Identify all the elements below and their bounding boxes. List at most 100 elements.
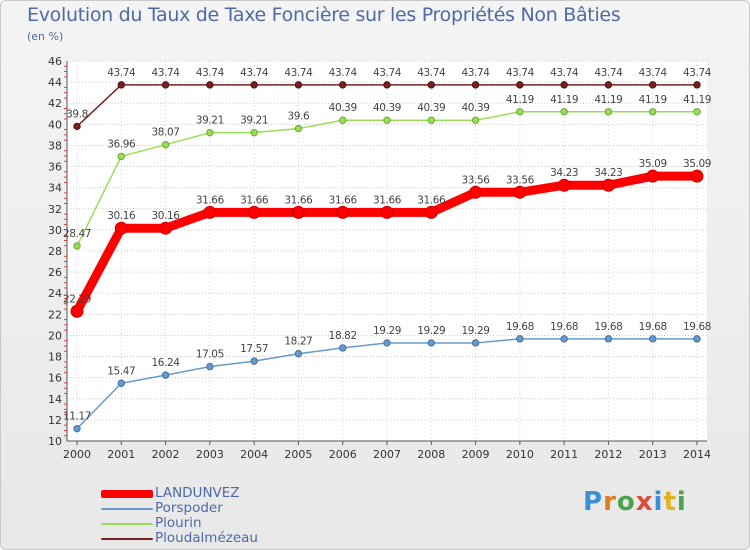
data-point-plourin xyxy=(693,108,701,116)
data-label-plourin: 41.19 xyxy=(550,94,578,106)
data-label-plourin: 41.19 xyxy=(506,94,534,106)
data-label-plourin: 40.39 xyxy=(462,102,490,114)
data-point-porspoder xyxy=(339,344,347,352)
data-label-ploudalmezeau: 39.8 xyxy=(66,108,88,120)
data-point-plourin xyxy=(206,128,214,137)
data-point-porspoder xyxy=(649,335,657,343)
data-point-landunvez xyxy=(159,221,173,235)
data-label-ploudalmezeau: 43.74 xyxy=(506,67,535,79)
data-point-landunvez xyxy=(380,205,394,219)
data-label-porspoder: 19.68 xyxy=(594,321,622,333)
data-label-ploudalmezeau: 43.74 xyxy=(417,67,446,79)
data-label-plourin: 36.96 xyxy=(107,138,136,150)
x-tick-label: 2010 xyxy=(506,448,534,461)
data-label-plourin: 38.07 xyxy=(152,127,180,139)
data-point-porspoder xyxy=(73,424,81,433)
y-tick-label: 18 xyxy=(48,351,62,364)
data-label-plourin: 40.39 xyxy=(417,102,445,114)
data-point-ploudalmezeau xyxy=(383,81,391,89)
legend-label-porspoder: Porspoder xyxy=(155,500,223,516)
data-point-porspoder xyxy=(560,335,568,343)
y-tick-label: 26 xyxy=(48,266,62,279)
data-label-ploudalmezeau: 43.74 xyxy=(550,67,579,79)
data-point-landunvez xyxy=(601,178,615,192)
data-point-plourin xyxy=(339,116,347,124)
data-point-plourin xyxy=(73,242,81,250)
data-label-porspoder: 16.24 xyxy=(152,357,181,369)
data-point-plourin xyxy=(427,116,435,124)
logo-letter: r xyxy=(603,487,617,517)
data-label-landunvez: 31.66 xyxy=(417,194,446,206)
data-label-ploudalmezeau: 43.74 xyxy=(240,67,269,79)
y-tick-label: 28 xyxy=(48,245,62,258)
data-point-plourin xyxy=(604,108,613,116)
x-tick-label: 2005 xyxy=(284,448,312,461)
data-label-landunvez: 35.09 xyxy=(639,158,667,170)
data-point-landunvez xyxy=(114,221,128,235)
data-label-plourin: 39.21 xyxy=(240,115,268,127)
y-tick-label: 36 xyxy=(48,161,62,174)
x-tick-label: 2013 xyxy=(639,448,667,461)
data-label-landunvez: 31.66 xyxy=(329,194,358,206)
x-tick-label: 2014 xyxy=(683,448,711,461)
data-label-landunvez: 31.66 xyxy=(373,194,402,206)
data-point-porspoder xyxy=(427,339,435,347)
y-tick-label: 34 xyxy=(48,182,62,195)
x-tick-label: 2002 xyxy=(152,448,180,461)
x-tick-label: 2003 xyxy=(196,448,224,461)
data-point-landunvez xyxy=(646,169,660,183)
data-label-ploudalmezeau: 43.74 xyxy=(329,67,358,79)
data-point-plourin xyxy=(161,141,170,149)
data-point-ploudalmezeau xyxy=(117,81,125,89)
data-label-plourin: 39.21 xyxy=(196,115,224,127)
x-tick-label: 2006 xyxy=(329,448,357,461)
data-label-ploudalmezeau: 43.74 xyxy=(462,67,491,79)
data-label-landunvez: 35.09 xyxy=(683,158,711,170)
data-label-porspoder: 19.29 xyxy=(373,325,401,337)
data-label-plourin: 41.19 xyxy=(639,94,667,106)
data-label-ploudalmezeau: 43.74 xyxy=(639,67,668,79)
proxiti-logo: Proxiti xyxy=(583,487,687,517)
data-label-ploudalmezeau: 43.74 xyxy=(594,67,623,79)
data-point-plourin xyxy=(383,116,391,124)
y-tick-label: 22 xyxy=(48,308,62,321)
data-label-plourin: 41.19 xyxy=(594,94,622,106)
x-tick-label: 2007 xyxy=(373,448,401,461)
data-point-ploudalmezeau xyxy=(73,122,81,131)
data-label-ploudalmezeau: 43.74 xyxy=(373,67,402,79)
data-point-ploudalmezeau xyxy=(161,81,170,89)
x-tick-label: 2009 xyxy=(462,448,490,461)
data-point-porspoder xyxy=(206,362,214,371)
data-point-ploudalmezeau xyxy=(560,81,568,89)
logo-letter: t xyxy=(663,487,677,517)
data-point-ploudalmezeau xyxy=(427,81,435,89)
y-tick-label: 44 xyxy=(48,76,62,89)
data-point-plourin xyxy=(117,152,125,161)
y-tick-label: 40 xyxy=(48,118,62,131)
data-label-porspoder: 19.68 xyxy=(550,321,578,333)
data-point-ploudalmezeau xyxy=(250,81,258,89)
data-label-landunvez: 30.16 xyxy=(107,210,136,222)
legend-label-plourin: Plourin xyxy=(155,515,202,531)
data-point-ploudalmezeau xyxy=(294,81,303,89)
data-label-ploudalmezeau: 43.74 xyxy=(152,67,181,79)
y-tick-label: 32 xyxy=(48,203,62,216)
data-point-landunvez xyxy=(247,205,261,219)
logo-letter: x xyxy=(635,487,654,517)
data-point-porspoder xyxy=(516,335,524,343)
y-tick-label: 12 xyxy=(48,414,62,427)
data-label-plourin: 28.47 xyxy=(63,228,91,240)
data-label-landunvez: 31.66 xyxy=(284,194,313,206)
data-label-porspoder: 18.82 xyxy=(329,330,357,342)
data-label-porspoder: 18.27 xyxy=(284,336,312,348)
y-tick-label: 16 xyxy=(48,372,62,385)
data-point-ploudalmezeau xyxy=(516,81,524,89)
data-label-landunvez: 30.16 xyxy=(152,210,181,222)
legend-label-landunvez: LANDUNVEZ xyxy=(155,485,240,501)
data-label-porspoder: 19.29 xyxy=(462,325,490,337)
legend-swatch-landunvez xyxy=(101,490,153,498)
y-tick-label: 20 xyxy=(48,329,62,342)
logo-letter: i xyxy=(676,487,687,517)
